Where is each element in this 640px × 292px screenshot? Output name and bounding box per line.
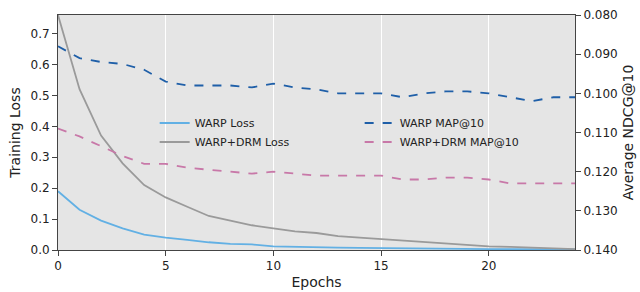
svg-text:0.120: 0.120 [583, 165, 617, 179]
svg-text:0.2: 0.2 [31, 181, 50, 195]
svg-text:0.1: 0.1 [31, 212, 50, 226]
svg-text:0.7: 0.7 [31, 27, 50, 41]
svg-text:Average NDCG@10: Average NDCG@10 [620, 65, 636, 201]
svg-text:0.3: 0.3 [31, 150, 50, 164]
svg-text:WARP Loss: WARP Loss [195, 117, 255, 130]
svg-text:WARP MAP@10: WARP MAP@10 [400, 117, 484, 130]
svg-text:0.080: 0.080 [583, 8, 617, 22]
svg-text:WARP+DRM Loss: WARP+DRM Loss [195, 136, 290, 149]
svg-text:20: 20 [481, 259, 496, 273]
svg-text:0.130: 0.130 [583, 204, 617, 218]
svg-text:15: 15 [373, 259, 388, 273]
svg-text:WARP+DRM MAP@10: WARP+DRM MAP@10 [400, 136, 519, 149]
svg-text:0.110: 0.110 [583, 126, 617, 140]
svg-text:0.6: 0.6 [31, 58, 50, 72]
svg-text:0.5: 0.5 [31, 89, 50, 103]
svg-text:0.140: 0.140 [583, 243, 617, 257]
svg-text:0: 0 [54, 259, 62, 273]
svg-text:Epochs: Epochs [291, 274, 341, 290]
svg-text:10: 10 [266, 259, 281, 273]
svg-text:0.100: 0.100 [583, 87, 617, 101]
svg-text:0.4: 0.4 [31, 120, 50, 134]
svg-text:0.0: 0.0 [31, 243, 50, 257]
svg-text:Training Loss: Training Loss [7, 87, 23, 178]
svg-text:0.090: 0.090 [583, 47, 617, 61]
svg-text:5: 5 [162, 259, 170, 273]
